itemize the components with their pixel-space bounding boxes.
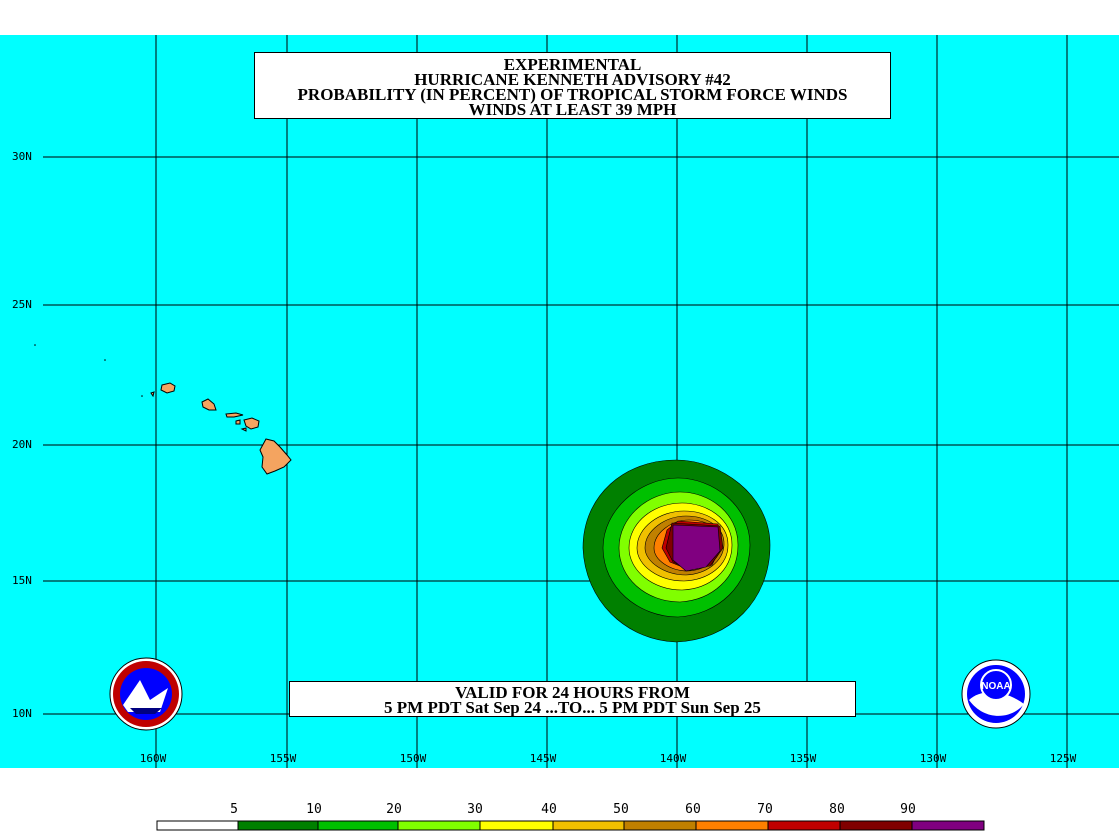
lat-label-15n: 15N: [12, 574, 32, 587]
island-molokai: [225, 412, 244, 418]
island-dot: [141, 395, 143, 397]
title-line-3: PROBABILITY (IN PERCENT) OF TROPICAL STO…: [297, 85, 848, 104]
title-line-2: HURRICANE KENNETH ADVISORY #42: [414, 70, 731, 89]
title-line-1: EXPERIMENTAL: [503, 55, 642, 74]
island-hawaii: [259, 438, 292, 475]
legend-label-10: 10: [306, 802, 322, 817]
legend-label-90: 90: [900, 802, 916, 817]
island-oahu: [201, 398, 217, 411]
island-maui: [243, 417, 260, 430]
title-line-4: WINDS AT LEAST 39 MPH: [468, 100, 677, 119]
legend-label-40: 40: [541, 802, 557, 817]
lon-label-145w: 145W: [529, 752, 557, 765]
lon-label-125w: 125W: [1049, 752, 1077, 765]
island-dot: [104, 359, 106, 361]
legend-label-50: 50: [613, 802, 629, 817]
nws-logo: [109, 657, 183, 731]
lon-label-135w: 135W: [789, 752, 817, 765]
contour-100: [672, 524, 721, 572]
island-kahoolawe: [240, 427, 247, 432]
lon-label-150w: 150W: [399, 752, 427, 765]
island-lanai: [235, 419, 241, 425]
lon-label-130w: 130W: [919, 752, 947, 765]
noaa-logo-text: NOAA: [981, 681, 1010, 692]
legend-label-5: 5: [230, 802, 238, 817]
lon-label-140w: 140W: [659, 752, 687, 765]
legend-label-60: 60: [685, 802, 701, 817]
legend-bar: [156, 820, 985, 831]
grid-lines: [43, 35, 1119, 768]
lon-label-155w: 155W: [269, 752, 297, 765]
title-box: EXPERIMENTAL HURRICANE KENNETH ADVISORY …: [254, 52, 891, 119]
legend-label-20: 20: [386, 802, 402, 817]
island-kauai: [160, 382, 176, 394]
noaa-logo: NOAA: [961, 659, 1031, 729]
island-dot: [34, 344, 36, 346]
hawaiian-islands: [150, 382, 292, 475]
probability-contours: [582, 459, 771, 643]
legend-label-80: 80: [829, 802, 845, 817]
lat-label-20n: 20N: [12, 438, 32, 451]
legend-label-30: 30: [467, 802, 483, 817]
legend-label-70: 70: [757, 802, 773, 817]
valid-line-2: 5 PM PDT Sat Sep 24 ...TO... 5 PM PDT Su…: [384, 698, 761, 717]
island-niihau: [150, 391, 155, 398]
lat-label-30n: 30N: [12, 150, 32, 163]
ocean-background: [0, 35, 1119, 768]
valid-line-1: VALID FOR 24 HOURS FROM: [455, 683, 690, 702]
lat-label-10n: 10N: [12, 707, 32, 720]
lat-label-25n: 25N: [12, 298, 32, 311]
valid-time-box: VALID FOR 24 HOURS FROM 5 PM PDT Sat Sep…: [289, 681, 856, 717]
lon-label-160w: 160W: [139, 752, 167, 765]
